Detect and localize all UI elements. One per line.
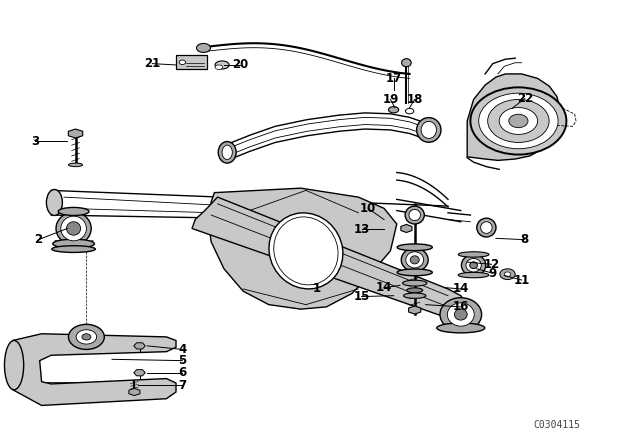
Circle shape [479,93,558,149]
Ellipse shape [218,142,236,163]
Polygon shape [68,129,83,138]
Circle shape [488,99,549,142]
Text: C0304115: C0304115 [533,420,580,430]
Ellipse shape [274,217,338,285]
Ellipse shape [461,254,486,276]
Ellipse shape [458,252,489,257]
Ellipse shape [402,59,412,67]
Text: 14: 14 [452,282,469,296]
Circle shape [500,269,515,280]
Ellipse shape [470,262,477,269]
Ellipse shape [401,248,428,271]
Circle shape [82,334,91,340]
Polygon shape [401,224,412,233]
Ellipse shape [404,293,426,298]
Ellipse shape [397,269,433,276]
Ellipse shape [458,272,489,278]
Circle shape [509,114,528,128]
Circle shape [499,108,538,134]
Polygon shape [134,370,145,376]
Ellipse shape [405,206,424,224]
Ellipse shape [222,145,232,159]
Text: 6: 6 [179,366,186,379]
Ellipse shape [421,121,436,138]
Ellipse shape [409,209,420,220]
Polygon shape [129,388,140,396]
Text: 12: 12 [483,258,500,271]
Ellipse shape [436,323,485,333]
Ellipse shape [196,43,211,52]
Ellipse shape [410,256,419,264]
Text: 2: 2 [35,233,42,246]
Ellipse shape [67,222,81,235]
Text: 15: 15 [353,290,370,303]
Text: 7: 7 [179,379,186,392]
Polygon shape [192,197,467,316]
Text: 16: 16 [452,300,469,314]
Ellipse shape [215,61,229,69]
Ellipse shape [47,190,63,215]
Polygon shape [208,188,397,309]
Text: 9: 9 [489,267,497,280]
Text: 10: 10 [360,202,376,215]
Polygon shape [408,306,421,314]
Ellipse shape [4,340,24,390]
Text: 19: 19 [382,93,399,106]
Ellipse shape [481,222,492,233]
Polygon shape [467,74,560,160]
Text: 14: 14 [376,281,392,294]
Ellipse shape [53,239,95,248]
Ellipse shape [440,297,481,332]
Ellipse shape [406,108,414,114]
Text: 8: 8 [521,233,529,246]
Text: 21: 21 [144,57,161,70]
Circle shape [76,330,97,344]
Text: 17: 17 [385,72,402,85]
Text: 22: 22 [516,92,533,105]
Ellipse shape [56,212,92,245]
Text: 4: 4 [179,343,186,356]
Text: 18: 18 [406,93,423,106]
Ellipse shape [52,246,95,253]
Ellipse shape [269,213,343,289]
FancyBboxPatch shape [176,55,207,69]
Ellipse shape [61,216,86,241]
Ellipse shape [403,280,427,286]
Text: 13: 13 [353,223,370,236]
Ellipse shape [58,207,89,215]
Ellipse shape [477,218,496,237]
Ellipse shape [68,163,83,167]
Ellipse shape [466,258,481,272]
Ellipse shape [406,252,424,268]
Ellipse shape [397,244,433,251]
Polygon shape [13,334,176,405]
Ellipse shape [417,117,441,142]
Text: 20: 20 [232,58,248,72]
Text: 3: 3 [31,134,39,148]
Ellipse shape [447,303,474,326]
Circle shape [504,272,511,276]
Text: 11: 11 [513,273,530,287]
Polygon shape [134,343,145,349]
Text: 1: 1 [313,282,321,296]
Ellipse shape [388,107,399,113]
Circle shape [470,87,566,155]
Circle shape [68,324,104,349]
Ellipse shape [454,309,467,320]
Circle shape [179,60,186,65]
Text: 5: 5 [179,354,186,367]
Ellipse shape [407,288,423,293]
Ellipse shape [215,65,223,69]
